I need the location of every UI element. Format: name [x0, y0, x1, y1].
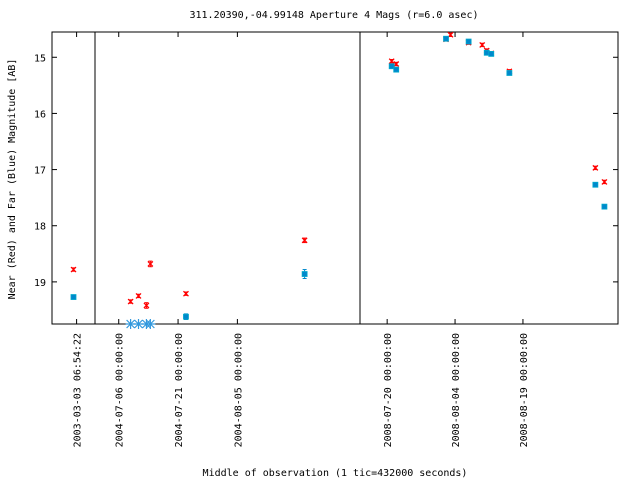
x-tick-label: 2004-08-05 00:00:00 — [233, 333, 244, 447]
near-magnitude-point — [601, 178, 608, 185]
x-tick-label: 2008-07-20 00:00:00 — [383, 333, 394, 447]
far-magnitude-point — [183, 313, 189, 320]
chart-title: 311.20390,-04.99148 Aperture 4 Mags (r=6… — [190, 10, 479, 21]
y-tick-label: 19 — [34, 278, 46, 289]
far-magnitude-point — [488, 51, 495, 57]
near-magnitude-point — [147, 260, 154, 267]
x-tick-label: 2004-07-06 00:00:00 — [115, 333, 126, 447]
near-magnitude-point — [301, 237, 308, 244]
y-tick-label: 18 — [34, 222, 46, 233]
upper-limit-marker — [145, 319, 156, 329]
near-magnitude-point — [479, 41, 486, 48]
x-axis-label: Middle of observation (1 tic=432000 seco… — [203, 468, 468, 479]
plot-frame — [51, 31, 619, 325]
near-magnitude-point — [143, 302, 150, 309]
far-magnitude-point — [301, 271, 308, 277]
near-magnitude-point — [70, 266, 77, 273]
y-tick-label: 15 — [34, 53, 46, 64]
y-tick-label: 16 — [34, 109, 46, 120]
y-tick-label: 17 — [34, 166, 46, 177]
far-magnitude-point — [388, 63, 395, 70]
x-tick-label: 2004-07-21 00:00:00 — [174, 333, 185, 447]
x-tick-label: 2003-03-03 06:54:22 — [73, 333, 84, 447]
far-magnitude-point — [393, 66, 400, 73]
data-marks — [70, 31, 608, 329]
near-magnitude-point — [388, 58, 395, 65]
y-axis-label: Near (Red) and Far (Blue) Magnitude [AB] — [7, 59, 18, 300]
far-magnitude-point — [506, 70, 513, 76]
far-magnitude-point — [465, 38, 472, 45]
near-magnitude-point — [135, 292, 142, 299]
near-magnitude-point — [127, 298, 134, 305]
x-tick-label: 2008-08-19 00:00:00 — [519, 333, 530, 447]
upper-limit-marker — [125, 319, 136, 329]
upper-limit-marker — [133, 319, 144, 329]
x-tick-label: 2008-08-04 00:00:00 — [451, 333, 462, 447]
near-magnitude-point — [592, 164, 599, 171]
far-magnitude-point — [443, 35, 449, 42]
far-magnitude-point — [592, 181, 599, 188]
far-magnitude-point — [70, 294, 77, 300]
far-magnitude-point — [601, 203, 608, 210]
axes: 15 16 17 18 19 2003-03-03 06:54:22 2004-07-06 … — [34, 32, 618, 447]
near-magnitude-point — [183, 290, 189, 297]
